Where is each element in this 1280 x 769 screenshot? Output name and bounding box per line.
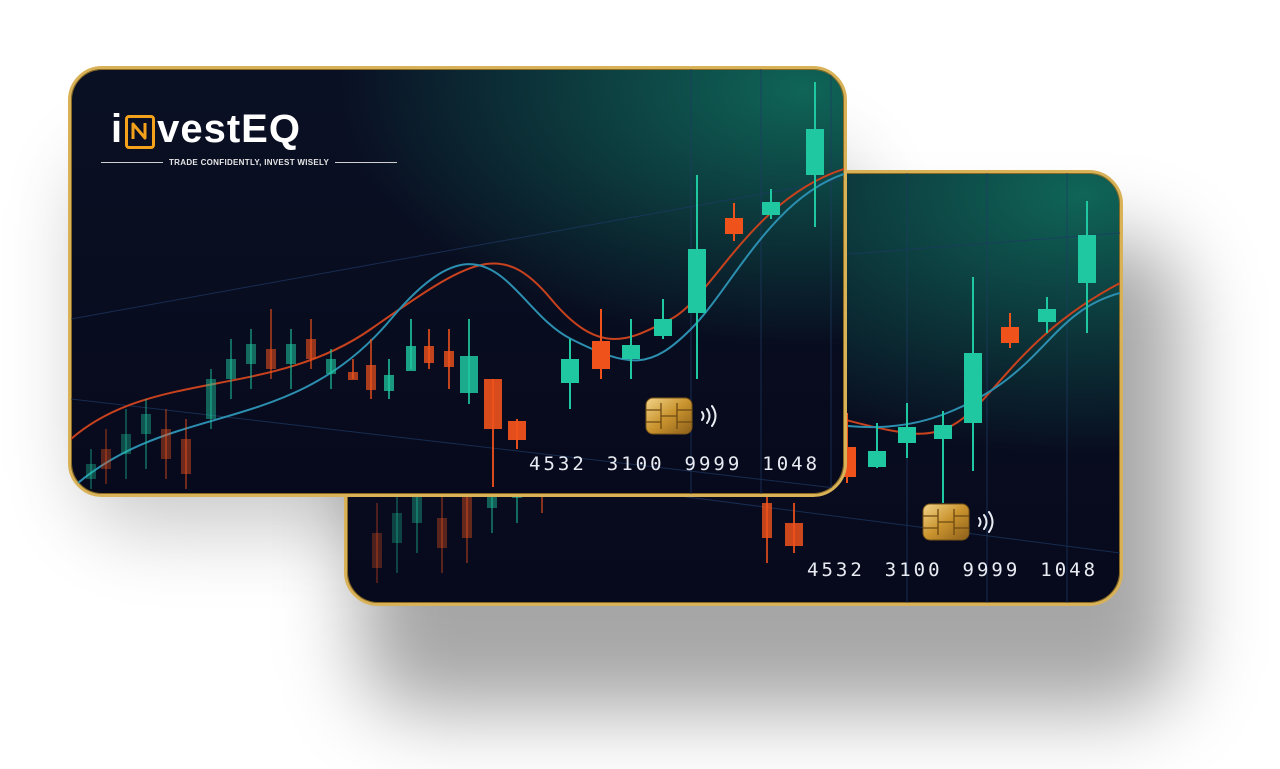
contactless-icon (701, 405, 717, 427)
card-number: 4532 3100 9999 1048 (807, 559, 1118, 581)
logo-suffix: vestEQ (157, 107, 301, 151)
card-number-group: 4532 (529, 453, 587, 475)
candle-body (101, 449, 111, 469)
candle-body (725, 218, 743, 234)
candle-body (462, 493, 472, 538)
front-credit-card: i vestEQ TRADE CONFIDENTLY, INVEST WISEL… (68, 66, 847, 497)
candle-body (181, 439, 191, 474)
candle-body (688, 249, 706, 313)
logo-prefix: i (111, 107, 124, 151)
candle-body (286, 344, 296, 364)
candle-body (348, 372, 358, 380)
candle-body (868, 451, 886, 467)
candlestick-chart-background (71, 69, 844, 494)
candle-body (366, 365, 376, 390)
candle-body (1001, 327, 1019, 343)
candle-body (934, 425, 952, 439)
candle-body (121, 434, 131, 454)
candle-body (141, 414, 151, 434)
candle-body (266, 349, 276, 369)
candle-body (806, 129, 824, 175)
emv-chip-icon (922, 503, 970, 541)
candle-body (372, 533, 382, 568)
candle-body (484, 379, 502, 429)
brand-tagline: TRADE CONFIDENTLY, INVEST WISELY (101, 158, 398, 167)
contactless-icon (978, 511, 994, 533)
candle-body (1038, 309, 1056, 322)
candle-body (424, 346, 434, 363)
card-number: 4532 3100 9999 1048 (529, 453, 840, 475)
candle-body (326, 359, 336, 374)
candle-body (226, 359, 236, 379)
candle-body (561, 359, 579, 383)
logo-wordmark: i vestEQ (111, 107, 397, 152)
candle-body (592, 341, 610, 369)
candle-body (460, 356, 478, 393)
candle-body (306, 339, 316, 359)
card-number-group: 1048 (1040, 559, 1099, 581)
card-number-group: 4532 (807, 559, 865, 581)
candle-body (622, 345, 640, 359)
tagline-rule-right (335, 162, 398, 163)
candle-body (392, 513, 402, 543)
candle-body (444, 351, 454, 367)
candle-body (762, 202, 780, 215)
card-number-group: 3100 (884, 559, 943, 581)
candle-body (1078, 235, 1096, 283)
candle-body (86, 464, 96, 479)
candle-body (206, 379, 216, 419)
candle-body (508, 421, 526, 440)
card-number-group: 9999 (684, 453, 743, 475)
candle-body (762, 503, 772, 538)
candle-body (785, 523, 803, 546)
tagline-text: TRADE CONFIDENTLY, INVEST WISELY (169, 158, 330, 167)
candle-body (412, 493, 422, 523)
emv-chip-icon (645, 397, 693, 435)
card-number-group: 9999 (962, 559, 1021, 581)
tagline-rule-left (101, 162, 163, 163)
candle-body (898, 427, 916, 443)
logo-n-mark-icon (125, 114, 156, 149)
candle-body (161, 429, 171, 459)
brand-logo: i vestEQ TRADE CONFIDENTLY, INVEST WISEL… (101, 107, 398, 167)
candle-body (246, 344, 256, 364)
card-number-group: 1048 (762, 453, 821, 475)
card-number-group: 3100 (606, 453, 665, 475)
candle-body (406, 346, 416, 371)
candles (86, 82, 824, 489)
candle-body (654, 319, 672, 336)
candle-body (964, 353, 982, 423)
candle-body (437, 518, 447, 548)
candle-body (384, 375, 394, 391)
